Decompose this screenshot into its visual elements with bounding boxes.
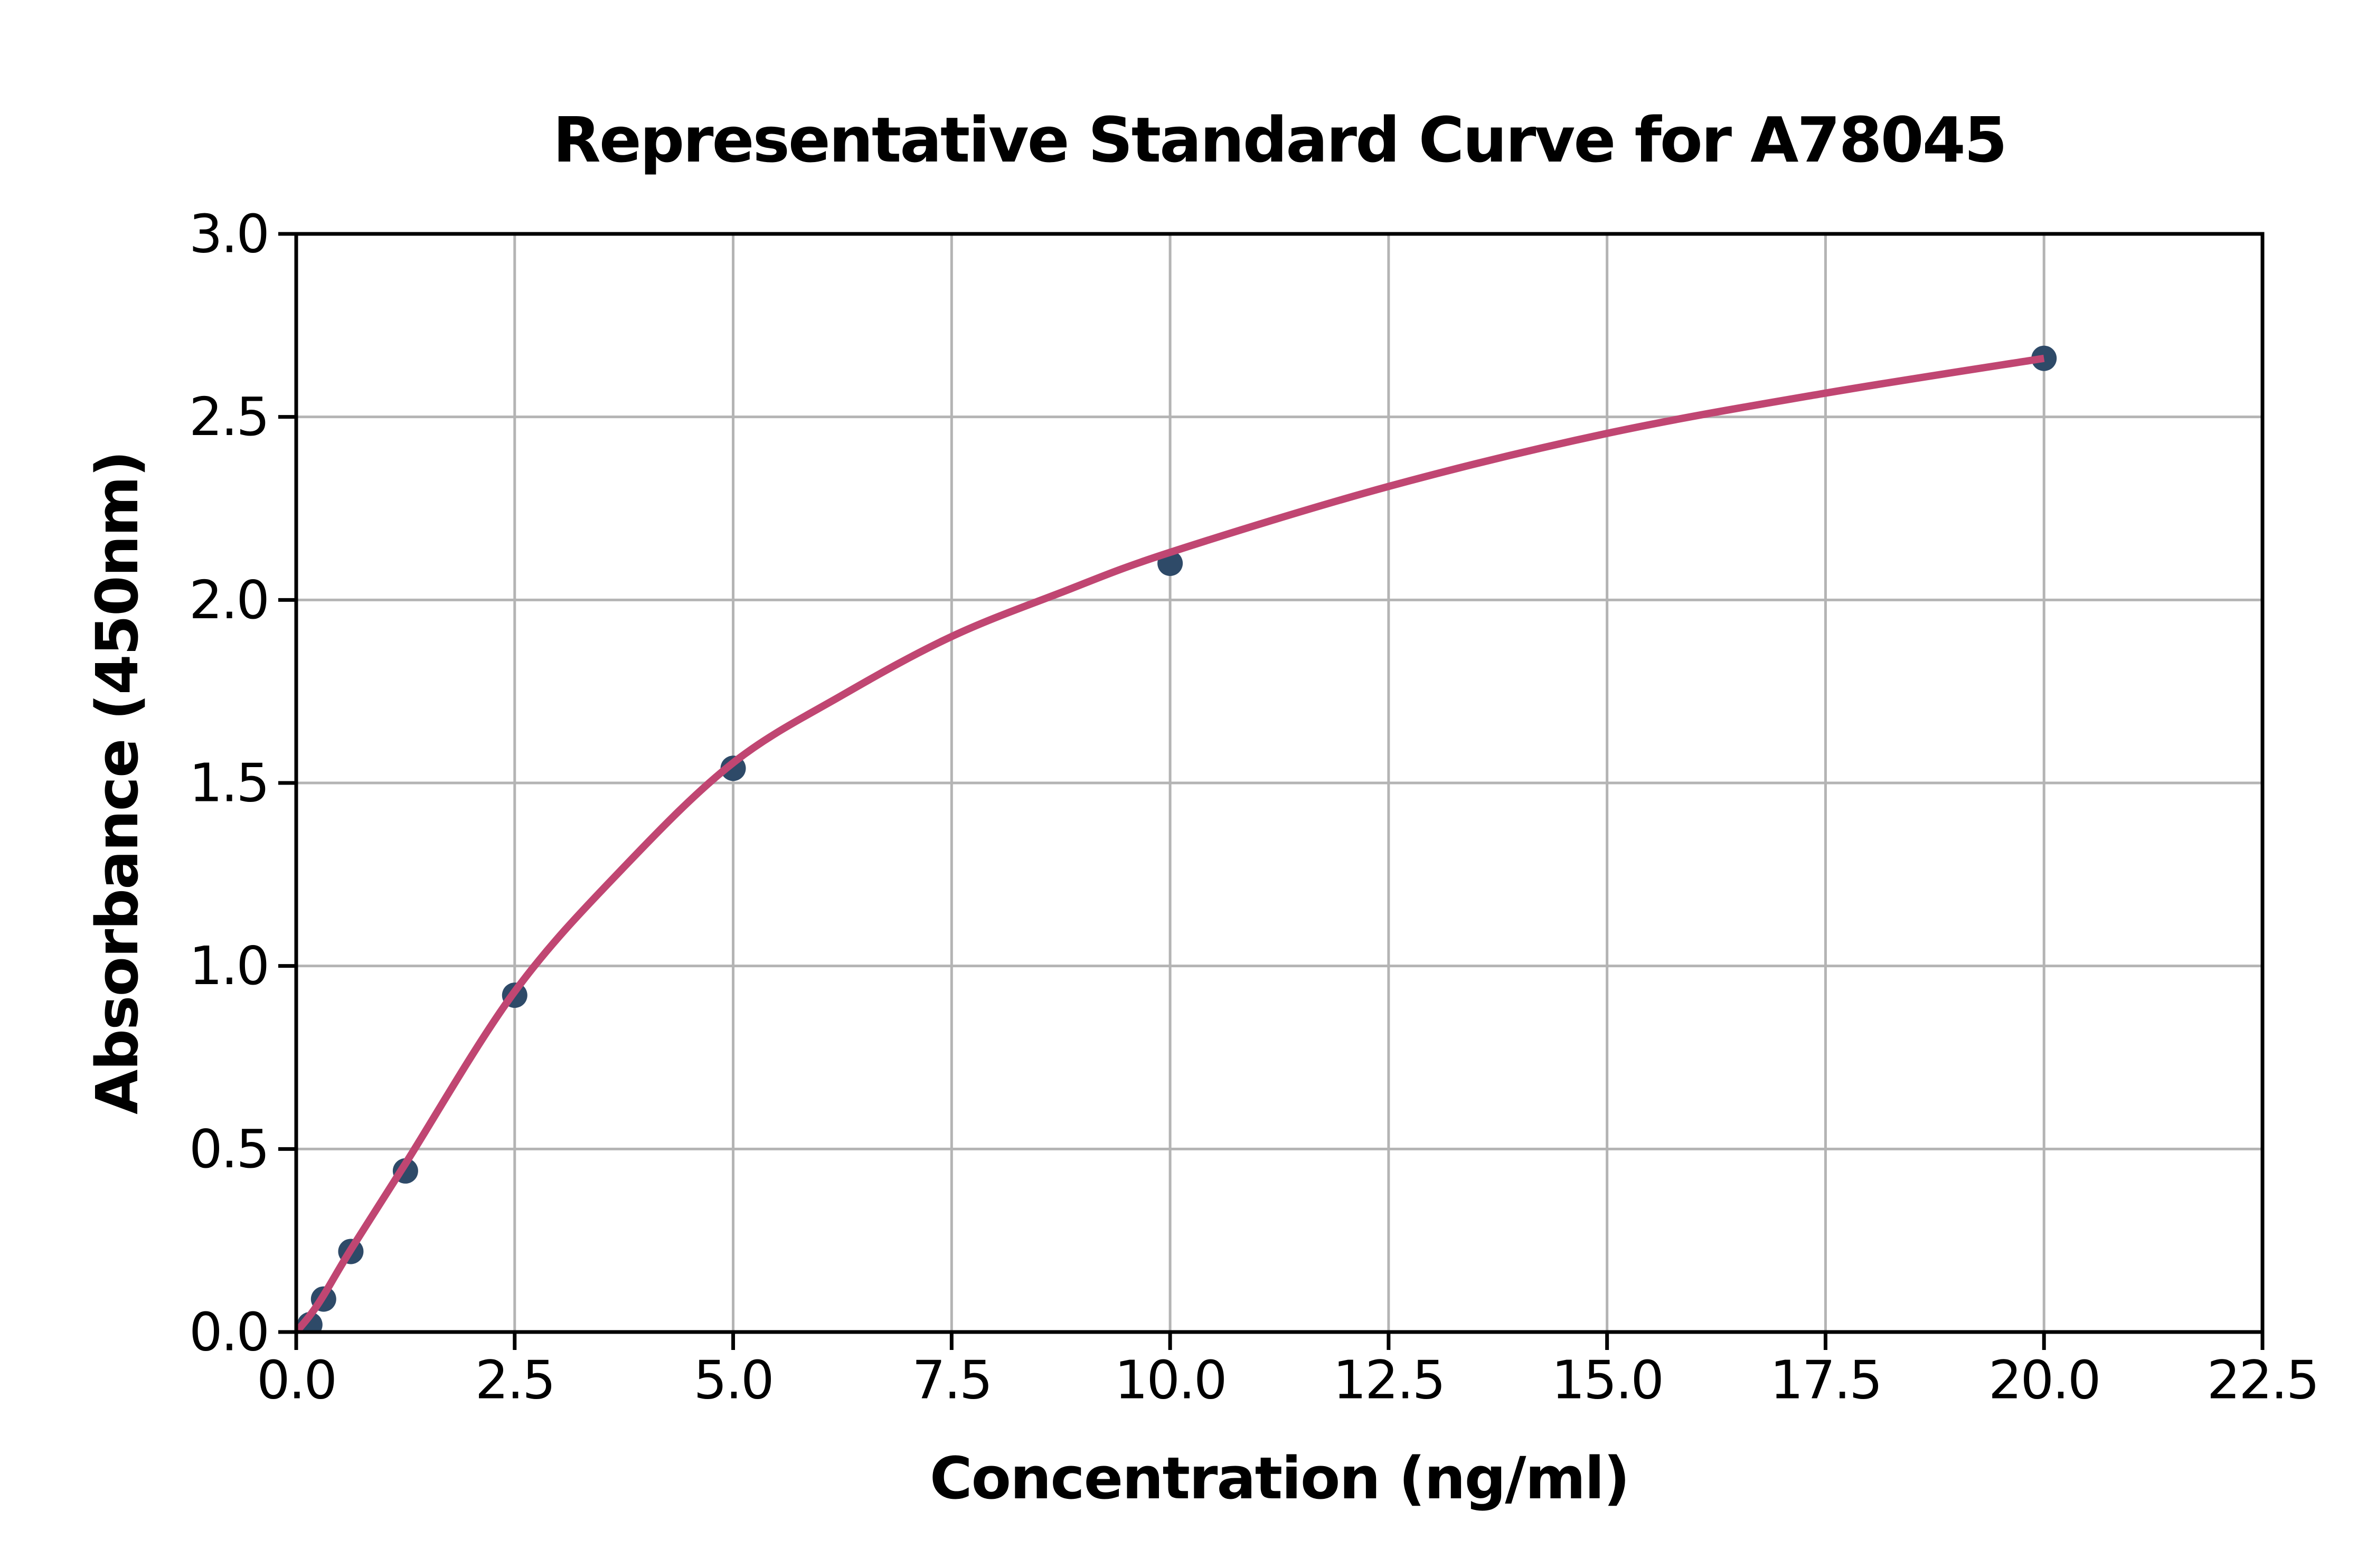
x-tick-label: 10.0 bbox=[1115, 1349, 1226, 1411]
x-axis-label: Concentration (ng/ml) bbox=[930, 1444, 1629, 1512]
data-points bbox=[297, 345, 2057, 1332]
y-tick-label: 1.5 bbox=[189, 752, 268, 814]
chart-title: Representative Standard Curve for A78045 bbox=[553, 103, 2006, 176]
gridlines bbox=[295, 232, 2264, 1334]
x-tick-label: 2.5 bbox=[475, 1349, 554, 1411]
x-tick-label: 20.0 bbox=[1988, 1349, 2100, 1411]
x-tick-label: 5.0 bbox=[694, 1349, 773, 1411]
y-tick-label: 2.5 bbox=[189, 386, 268, 448]
x-tick-labels: 0.0 2.5 5.0 7.5 10.0 12.5 15.0 17.5 20.0 22.5 bbox=[257, 1349, 2320, 1411]
y-tick-label: 3.0 bbox=[189, 203, 268, 265]
x-tick-label: 0.0 bbox=[257, 1349, 336, 1411]
y-tick-label: 1.0 bbox=[189, 935, 268, 997]
axes bbox=[278, 232, 2265, 1350]
x-tick-label: 22.5 bbox=[2207, 1349, 2318, 1411]
standard-curve-line bbox=[296, 354, 2045, 1332]
y-tick-label: 0.5 bbox=[189, 1118, 268, 1180]
x-tick-label: 12.5 bbox=[1333, 1349, 1445, 1411]
y-tick-label: 2.0 bbox=[189, 569, 268, 631]
y-axis-label: Absorbance (450nm) bbox=[83, 451, 151, 1114]
fitted-curve bbox=[296, 354, 2045, 1332]
y-tick-label: 0.0 bbox=[189, 1301, 268, 1363]
y-tick-labels: 0.0 0.5 1.0 1.5 2.0 2.5 3.0 bbox=[189, 203, 270, 1363]
x-tick-label: 15.0 bbox=[1551, 1349, 1663, 1411]
x-tick-label: 17.5 bbox=[1770, 1349, 1881, 1411]
x-tick-label: 7.5 bbox=[912, 1349, 991, 1411]
